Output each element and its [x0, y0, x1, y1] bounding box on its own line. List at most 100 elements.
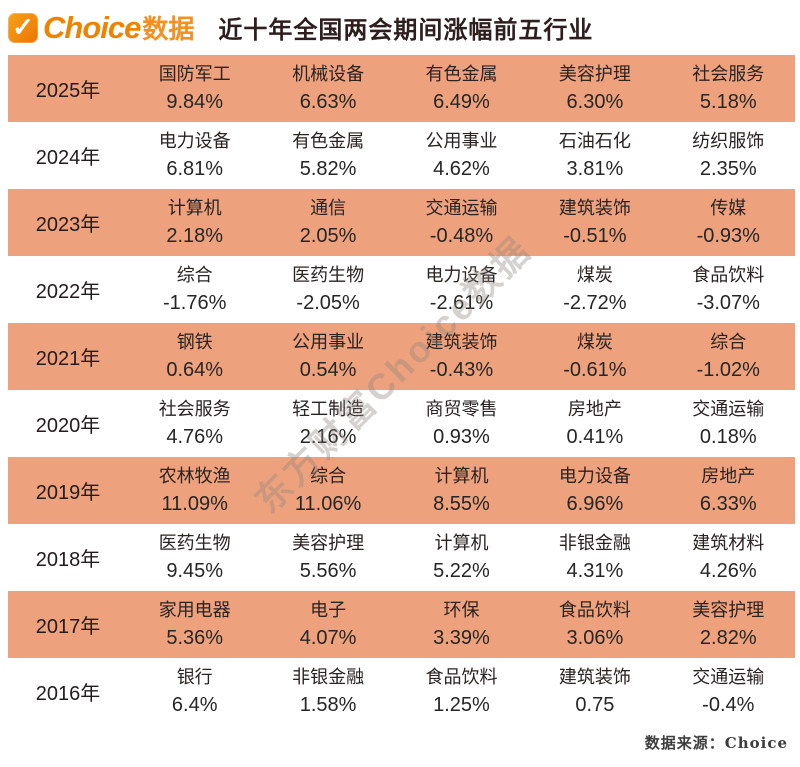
- rankings-table: 2025年 国防军工 9.84% 机械设备 6.63% 有色金属 6.49% 美容护理 6.30…: [8, 55, 795, 725]
- industry-name: 农林牧渔: [158, 466, 231, 486]
- year-label: 2021年: [35, 348, 101, 370]
- industry-name: 食品饮料: [425, 667, 498, 687]
- industry-change-value: 5.22%: [433, 560, 490, 582]
- table-row-2024: 2024年 电力设备 6.81% 有色金属 5.82% 公用事业 4.62% 石油石化 3.81…: [8, 122, 795, 189]
- industry-name: 有色金属: [292, 131, 365, 151]
- industry-name: 房地产: [701, 466, 756, 486]
- industry-name: 食品饮料: [692, 265, 765, 285]
- industry-change-value: -3.07%: [696, 292, 760, 314]
- industry-change-value: 2.82%: [699, 627, 757, 649]
- year-label: 2016年: [35, 683, 101, 705]
- industry-name: 公用事业: [292, 332, 365, 352]
- year-label: 2018年: [35, 549, 101, 571]
- industry-change-value: 2.18%: [166, 225, 224, 247]
- industry-cell: 食品饮料 1.25%: [395, 663, 528, 720]
- industry-change-value: 11.09%: [161, 493, 228, 515]
- industry-change-value: 4.31%: [566, 560, 624, 582]
- logo-brand-text: Choice: [43, 9, 141, 45]
- industry-change-value: 6.96%: [566, 493, 624, 515]
- industry-change-value: 9.45%: [166, 560, 224, 582]
- industry-name: 煤炭: [576, 332, 613, 352]
- industry-change-value: -0.61%: [563, 359, 627, 381]
- table-row-2023: 2023年 计算机 2.18% 通信 2.05% 交通运输 -0.48% 建筑装饰 -0.51%…: [8, 189, 795, 256]
- industry-change-value: 8.55%: [433, 493, 490, 515]
- year-label: 2024年: [35, 147, 101, 169]
- industry-change-value: 0.93%: [433, 426, 490, 448]
- table-row-2025: 2025年 国防军工 9.84% 机械设备 6.63% 有色金属 6.49% 美容护理 6.30…: [8, 55, 795, 122]
- industry-cell: 传媒 -0.93%: [662, 194, 795, 251]
- industry-cell: 非银金融 4.31%: [528, 529, 661, 586]
- industry-change-value: 3.39%: [433, 627, 490, 649]
- industry-name: 交通运输: [692, 667, 765, 687]
- industry-name: 美容护理: [692, 600, 765, 620]
- industry-name: 煤炭: [576, 265, 613, 285]
- industry-cell: 房地产 0.41%: [528, 395, 661, 452]
- industry-cell: 医药生物 9.45%: [128, 529, 261, 586]
- industry-cell: 钢铁 0.64%: [128, 328, 261, 385]
- industry-name: 电力设备: [558, 466, 631, 486]
- industry-cell: 建筑材料 4.26%: [662, 529, 795, 586]
- industry-name: 环保: [443, 600, 480, 620]
- industry-name: 机械设备: [292, 64, 365, 84]
- industry-change-value: 6.49%: [433, 91, 490, 113]
- industry-name: 银行: [176, 667, 213, 687]
- industry-name: 社会服务: [158, 399, 231, 419]
- industry-change-value: -1.02%: [696, 359, 760, 381]
- industry-name: 国防军工: [158, 64, 231, 84]
- industry-change-value: 6.4%: [171, 694, 218, 716]
- industry-change-value: 2.05%: [299, 225, 357, 247]
- industry-name: 家用电器: [158, 600, 231, 620]
- industry-name: 计算机: [434, 533, 489, 553]
- industry-change-value: 2.16%: [299, 426, 357, 448]
- industry-change-value: 5.56%: [299, 560, 357, 582]
- industry-cell: 公用事业 0.54%: [261, 328, 394, 385]
- industry-cell: 环保 3.39%: [395, 596, 528, 653]
- industry-name: 钢铁: [176, 332, 213, 352]
- industry-change-value: 4.07%: [299, 627, 357, 649]
- industry-name: 非银金融: [558, 533, 631, 553]
- industry-cell: 建筑装饰 -0.43%: [395, 328, 528, 385]
- industry-change-value: 2.35%: [699, 158, 757, 180]
- page-title: 近十年全国两会期间涨幅前五行业: [218, 17, 594, 44]
- industry-name: 食品饮料: [558, 600, 631, 620]
- industry-name: 建筑装饰: [558, 667, 631, 687]
- industry-name: 电力设备: [158, 131, 231, 151]
- industry-change-value: 6.33%: [699, 493, 757, 515]
- industry-name: 房地产: [567, 399, 622, 419]
- industry-change-value: 5.18%: [699, 91, 757, 113]
- industry-cell: 食品饮料 -3.07%: [662, 261, 795, 318]
- industry-cell: 综合 -1.02%: [662, 328, 795, 385]
- industry-cell: 农林牧渔 11.09%: [128, 462, 261, 519]
- industry-change-value: 1.58%: [299, 694, 357, 716]
- industry-change-value: 0.54%: [299, 359, 357, 381]
- industry-change-value: 4.76%: [166, 426, 224, 448]
- industry-cell: 通信 2.05%: [261, 194, 394, 251]
- industry-cell: 社会服务 4.76%: [128, 395, 261, 452]
- industry-name: 医药生物: [292, 265, 365, 285]
- industry-change-value: -1.76%: [163, 292, 227, 314]
- industry-cell: 机械设备 6.63%: [261, 60, 394, 117]
- industry-cell: 煤炭 -2.72%: [528, 261, 661, 318]
- industry-cell: 公用事业 4.62%: [395, 127, 528, 184]
- industry-change-value: 0.75: [575, 694, 615, 716]
- industry-cell: 非银金融 1.58%: [261, 663, 394, 720]
- industry-cell: 计算机 8.55%: [395, 462, 528, 519]
- industry-change-value: 11.06%: [294, 493, 362, 515]
- industry-name: 建筑装饰: [425, 332, 498, 352]
- industry-cell: 电力设备 6.96%: [528, 462, 661, 519]
- industry-cell: 交通运输 0.18%: [662, 395, 795, 452]
- industry-change-value: 1.25%: [433, 694, 490, 716]
- industry-change-value: 4.26%: [699, 560, 757, 582]
- logo-suffix-text: 数据: [142, 14, 195, 44]
- industry-change-value: 4.62%: [433, 158, 490, 180]
- industry-change-value: 6.30%: [566, 91, 624, 113]
- industry-name: 计算机: [167, 198, 222, 218]
- industry-name: 综合: [310, 466, 347, 486]
- industry-name: 建筑材料: [692, 533, 765, 553]
- industry-cell: 电力设备 -2.61%: [395, 261, 528, 318]
- industry-cell: 家用电器 5.36%: [128, 596, 261, 653]
- industry-name: 计算机: [434, 466, 489, 486]
- industry-cell: 综合 11.06%: [261, 462, 394, 519]
- industry-change-value: 5.36%: [166, 627, 224, 649]
- industry-cell: 纺织服饰 2.35%: [662, 127, 795, 184]
